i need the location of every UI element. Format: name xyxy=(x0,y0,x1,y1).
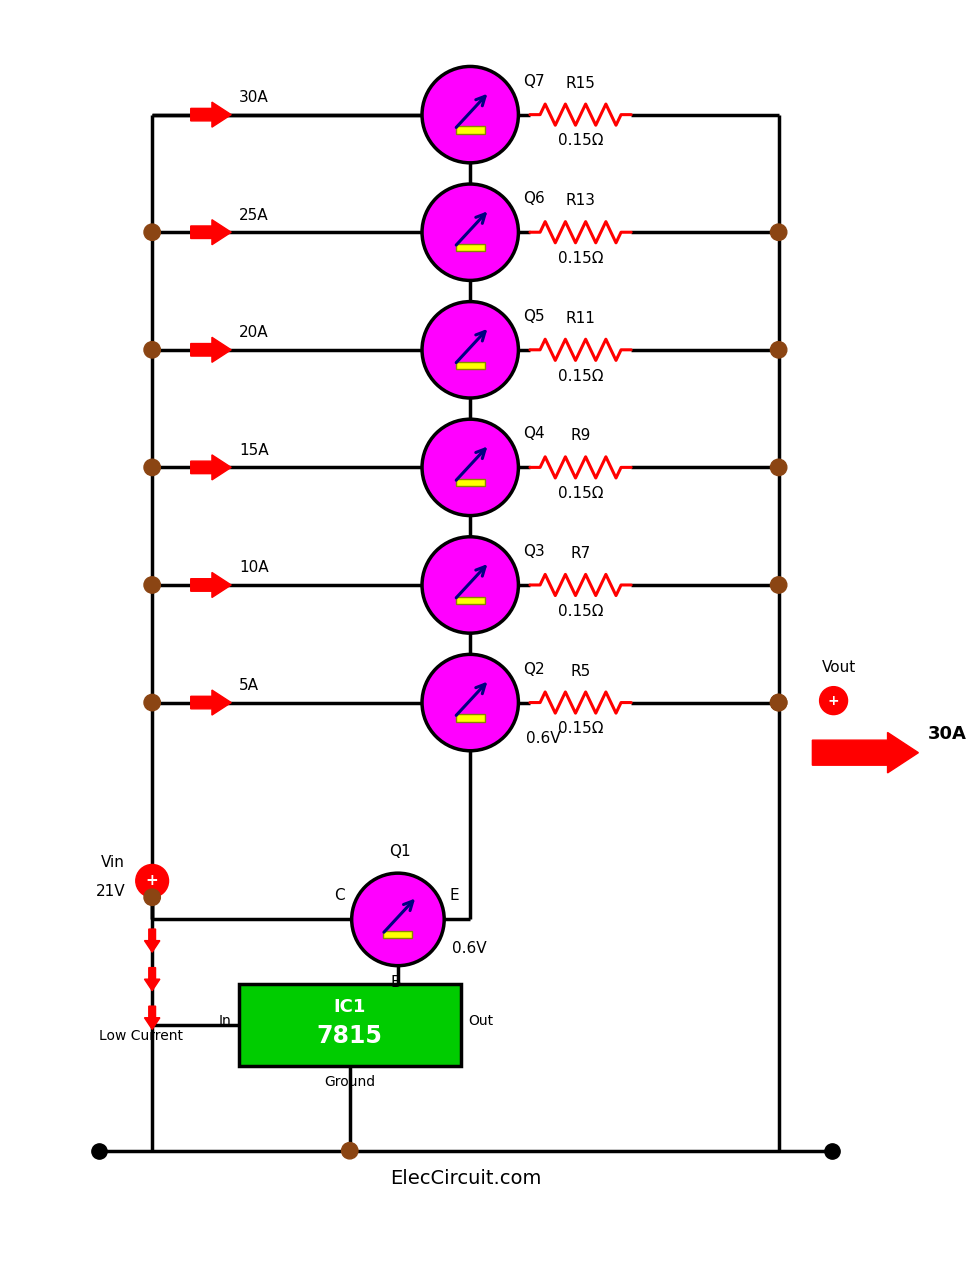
Text: 30A: 30A xyxy=(928,725,967,743)
Bar xyxy=(455,126,484,134)
Text: 25A: 25A xyxy=(239,208,268,223)
Text: Low Current: Low Current xyxy=(99,1029,182,1043)
FancyArrow shape xyxy=(144,1006,160,1029)
Text: 10A: 10A xyxy=(239,561,268,575)
Circle shape xyxy=(422,66,518,163)
Text: Q4: Q4 xyxy=(523,426,545,441)
Text: Q6: Q6 xyxy=(523,191,545,207)
Circle shape xyxy=(820,687,848,714)
Text: 0.6V: 0.6V xyxy=(452,941,486,956)
Text: 0.15Ω: 0.15Ω xyxy=(558,722,604,737)
Text: R11: R11 xyxy=(566,311,596,326)
Text: 5A: 5A xyxy=(239,678,259,694)
Text: 7815: 7815 xyxy=(317,1024,383,1048)
FancyArrow shape xyxy=(191,690,232,715)
Text: +: + xyxy=(145,873,159,889)
Text: +: + xyxy=(828,694,839,708)
FancyBboxPatch shape xyxy=(239,984,460,1066)
Circle shape xyxy=(144,224,160,241)
Bar xyxy=(384,931,413,938)
Circle shape xyxy=(341,1142,358,1159)
Circle shape xyxy=(144,576,160,593)
Bar xyxy=(455,597,484,604)
Circle shape xyxy=(144,342,160,358)
Bar xyxy=(455,362,484,368)
FancyArrow shape xyxy=(191,102,232,128)
Text: R5: R5 xyxy=(571,663,591,678)
Text: 0.15Ω: 0.15Ω xyxy=(558,604,604,618)
Text: R7: R7 xyxy=(571,546,591,561)
Text: R13: R13 xyxy=(566,194,596,208)
Text: 0.6V: 0.6V xyxy=(526,731,561,746)
Text: 15A: 15A xyxy=(239,442,268,458)
Circle shape xyxy=(422,654,518,751)
Text: 0.15Ω: 0.15Ω xyxy=(558,368,604,384)
Circle shape xyxy=(144,889,160,905)
FancyArrow shape xyxy=(191,455,232,479)
Circle shape xyxy=(770,459,787,476)
Text: Q2: Q2 xyxy=(523,662,545,677)
Text: 0.15Ω: 0.15Ω xyxy=(558,486,604,501)
Circle shape xyxy=(422,184,518,280)
Text: E: E xyxy=(449,889,458,903)
Text: Q1: Q1 xyxy=(389,844,411,859)
Text: 0.15Ω: 0.15Ω xyxy=(558,134,604,148)
Text: 30A: 30A xyxy=(239,91,268,105)
FancyArrow shape xyxy=(144,968,160,991)
Circle shape xyxy=(136,864,169,898)
Text: Out: Out xyxy=(468,1014,493,1028)
Text: Q5: Q5 xyxy=(523,309,545,324)
Text: ElecCircuit.com: ElecCircuit.com xyxy=(390,1169,541,1188)
Circle shape xyxy=(352,873,444,965)
Text: Ground: Ground xyxy=(325,1075,375,1089)
Text: IC1: IC1 xyxy=(333,998,366,1016)
Circle shape xyxy=(770,695,787,710)
Bar xyxy=(455,479,484,487)
Text: Q3: Q3 xyxy=(523,544,545,558)
Text: B: B xyxy=(391,975,401,989)
Text: 21V: 21V xyxy=(96,885,125,899)
Text: In: In xyxy=(218,1014,232,1028)
Text: 20A: 20A xyxy=(239,325,268,340)
Circle shape xyxy=(144,695,160,710)
Circle shape xyxy=(422,537,518,634)
Circle shape xyxy=(770,695,787,710)
Text: C: C xyxy=(334,889,345,903)
Circle shape xyxy=(422,419,518,515)
FancyArrow shape xyxy=(191,572,232,598)
Circle shape xyxy=(422,302,518,398)
Text: 0.15Ω: 0.15Ω xyxy=(558,251,604,266)
Circle shape xyxy=(144,459,160,476)
Circle shape xyxy=(770,576,787,593)
FancyArrow shape xyxy=(191,338,232,362)
Text: R15: R15 xyxy=(566,75,596,91)
Text: Vout: Vout xyxy=(822,659,857,674)
Circle shape xyxy=(770,224,787,241)
FancyArrow shape xyxy=(144,929,160,952)
Bar xyxy=(455,714,484,722)
Circle shape xyxy=(770,342,787,358)
FancyArrow shape xyxy=(812,732,919,773)
Text: Q7: Q7 xyxy=(523,74,545,89)
Bar xyxy=(455,244,484,251)
Text: Vin: Vin xyxy=(102,856,125,871)
FancyArrow shape xyxy=(191,219,232,245)
Text: R9: R9 xyxy=(571,428,591,444)
